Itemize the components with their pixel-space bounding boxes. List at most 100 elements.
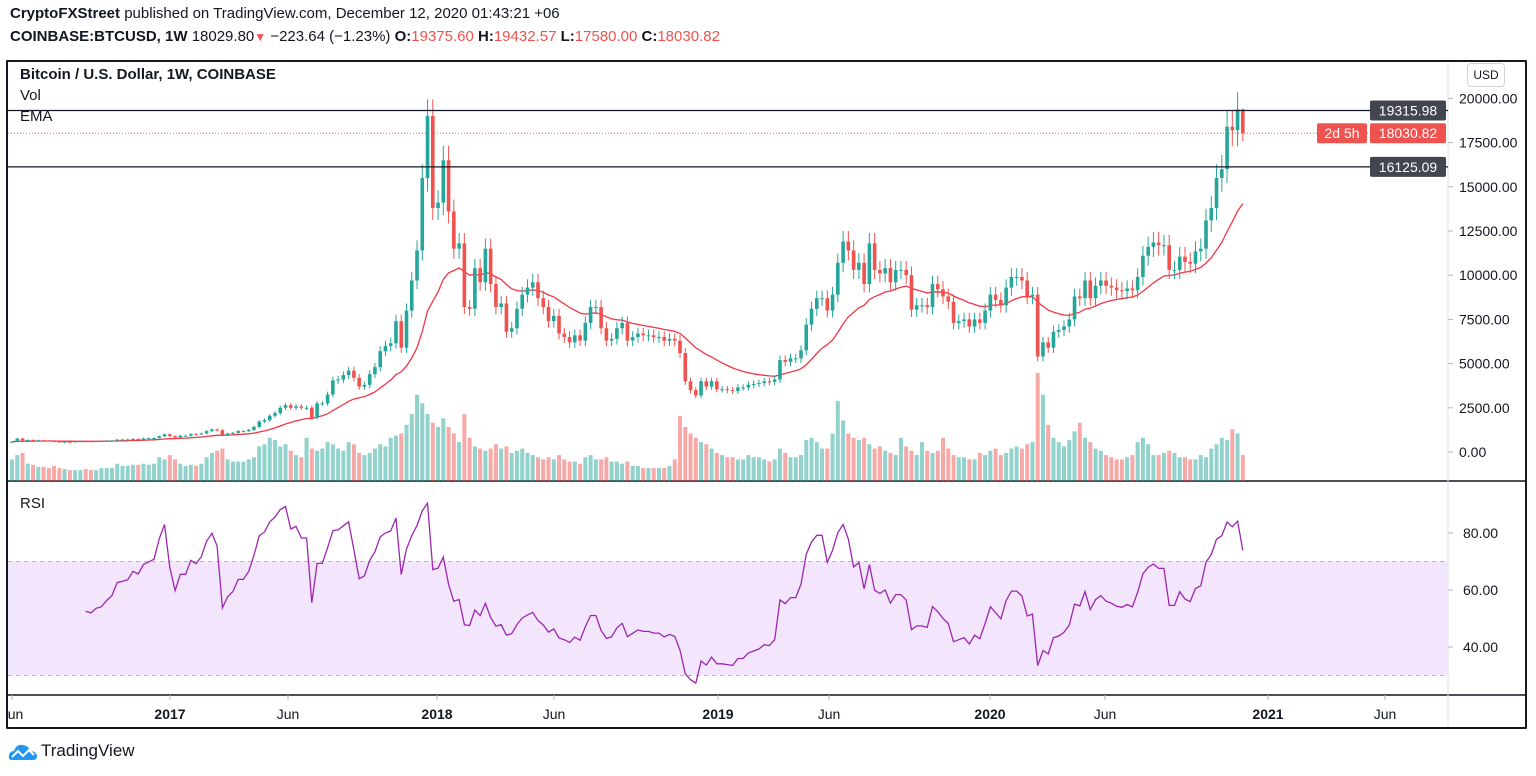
candle [788,353,793,367]
candle-body [1162,245,1166,247]
volume-bar [183,465,188,481]
candle [909,266,914,317]
candle-body [383,345,388,352]
volume-bar [1062,446,1066,481]
volume-legend[interactable]: Vol [20,87,41,104]
candle-body [499,303,503,308]
volume-bar [362,455,367,481]
candle-body [1025,280,1029,297]
candle [1114,279,1119,299]
candle [425,99,430,192]
candle-body [694,390,698,396]
volume-bar [204,457,209,481]
volume-bar [52,465,57,481]
candle [409,271,414,318]
volume-bar [115,463,120,481]
candle [741,384,745,391]
candle [1056,323,1061,338]
volume-bar [693,437,698,481]
volume-bar [1130,455,1135,481]
volume-bar [557,455,562,481]
volume-bar [898,437,903,481]
volume-bar [1019,448,1024,481]
volume-bar [415,394,420,481]
candle [846,231,851,261]
candle [725,386,730,394]
candle-body [546,307,551,322]
candle-body [394,321,398,344]
volume-bar [730,457,735,481]
candle-body [957,321,961,323]
candle-body [1099,280,1103,286]
volume-bar [641,468,646,481]
candle-body [1183,256,1187,262]
candle [383,340,388,357]
published-text: published on TradingView.com, December 1… [124,5,560,22]
volume-bar [1109,457,1114,481]
volume-bar [130,464,135,481]
candle-body [809,308,814,325]
volume-bar [315,450,320,481]
candle [57,441,62,443]
candle-body [825,298,830,311]
candle-body [241,431,246,433]
candle-body [52,440,56,442]
candle-body [420,177,425,251]
candle [320,400,325,406]
volume-bar [1135,442,1140,481]
rsi-legend[interactable]: RSI [20,495,46,512]
candle [1099,271,1103,295]
candle [73,440,77,443]
publisher-name[interactable]: CryptoFXStreet [10,5,121,22]
last-price-label: 18030.82 [1379,125,1438,141]
candle-body [578,335,582,341]
volume-bar [830,433,835,481]
candle-body [362,384,367,387]
ema-legend[interactable]: EMA [20,108,53,125]
candle-body [772,379,777,382]
candle [241,430,246,433]
volume-bar [194,465,199,481]
candle [683,348,688,385]
candle-body [1062,326,1066,331]
candle-body [1204,220,1208,249]
volume-bar [746,455,751,481]
candle [746,381,751,391]
candle-body [536,282,540,299]
candle [189,433,193,437]
candle [672,333,677,347]
volume-bar [646,468,651,481]
candle [25,439,30,441]
volume-bar [120,465,125,481]
symbol-info: COINBASE:BTCUSD, 1W 18029.80▼ −223.64 (−… [10,28,720,45]
currency-button[interactable]: USD [1467,63,1505,87]
candle [325,391,330,406]
candle-body [310,407,314,418]
volume-bar [430,422,435,481]
volume-bar [62,469,67,481]
chart-title: Bitcoin / U.S. Dollar, 1W, COINBASE [20,66,276,83]
volume-bar [593,459,598,481]
candle [1198,238,1203,262]
candle-body [62,441,67,443]
open-label: O: [394,28,412,45]
volume-bar [1119,459,1124,481]
candle-body [457,243,461,249]
candle-body [888,268,893,283]
time-tick-label: Jun [277,706,300,722]
candle [772,375,777,386]
tradingview-logo[interactable]: TradingView [8,741,135,761]
candle [862,253,866,293]
candle [288,402,293,411]
candle-body [841,241,845,263]
volume-bar [1125,457,1130,481]
candle-body [836,262,840,295]
volume-bar [804,439,809,481]
volume-bar [851,437,856,481]
brand-name: TradingView [41,741,135,760]
volume-bar [478,448,483,481]
candle-body [872,243,877,270]
candle [857,253,861,280]
volume-bar [1219,437,1224,481]
